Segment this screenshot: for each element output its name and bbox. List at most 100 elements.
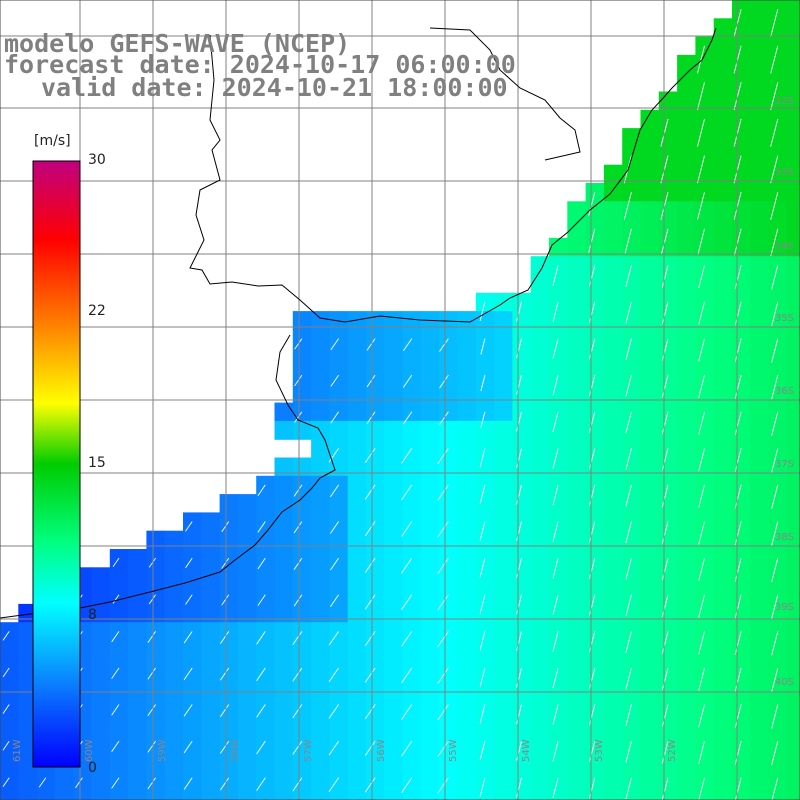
wind-arrow bbox=[294, 411, 303, 423]
lon-label: 57W bbox=[303, 739, 314, 762]
wind-speed-cell bbox=[402, 457, 422, 477]
wind-speed-cell bbox=[457, 786, 477, 800]
wind-speed-cell bbox=[402, 786, 422, 800]
wind-speed-cell bbox=[603, 219, 623, 239]
wind-speed-cell bbox=[329, 640, 349, 660]
wind-speed-cell bbox=[786, 457, 800, 477]
wind-speed-cell bbox=[402, 750, 422, 770]
wind-speed-cell bbox=[622, 201, 642, 221]
wind-speed-cell bbox=[439, 640, 459, 660]
wind-speed-cell bbox=[164, 750, 184, 770]
wind-arrow bbox=[219, 631, 230, 644]
wind-arrow bbox=[625, 338, 632, 361]
wind-speed-cell bbox=[713, 677, 733, 696]
wind-speed-cell bbox=[713, 292, 733, 312]
wind-speed-cell bbox=[475, 750, 495, 770]
wind-speed-cell bbox=[292, 786, 312, 800]
wind-speed-cell bbox=[128, 677, 147, 696]
wind-arrow bbox=[770, 82, 779, 111]
wind-speed-cell bbox=[475, 347, 495, 367]
wind-speed-cell bbox=[347, 329, 367, 349]
wind-speed-cell bbox=[384, 329, 404, 349]
wind-speed-cell bbox=[677, 494, 696, 513]
wind-arrow bbox=[364, 740, 376, 756]
wind-arrow bbox=[516, 484, 522, 505]
lon-label: 52W bbox=[667, 739, 678, 762]
wind-speed-cell bbox=[384, 585, 404, 605]
wind-speed-cell bbox=[677, 109, 696, 129]
wind-speed-cell bbox=[713, 91, 733, 111]
wind-speed-cell bbox=[347, 768, 367, 788]
wind-speed-cell bbox=[750, 256, 770, 276]
wind-speed-cell bbox=[750, 457, 770, 477]
wind-speed-cell bbox=[91, 567, 111, 587]
wind-arrow bbox=[733, 9, 742, 37]
wind-speed-cell bbox=[786, 311, 800, 330]
wind-speed-cell bbox=[475, 567, 495, 587]
wind-arrow bbox=[698, 521, 705, 545]
wind-speed-cell bbox=[750, 201, 770, 221]
wind-arrow bbox=[697, 118, 705, 147]
wind-speed-cell bbox=[384, 366, 404, 385]
wind-speed-cell bbox=[658, 786, 678, 800]
wind-speed-cell bbox=[420, 786, 440, 800]
wind-speed-cell bbox=[677, 475, 696, 495]
wind-speed-cell bbox=[329, 567, 349, 587]
wind-arrow bbox=[111, 667, 120, 679]
wind-speed-cell bbox=[640, 274, 660, 294]
lat-label: 35S bbox=[774, 313, 794, 324]
wind-arrow bbox=[147, 740, 156, 753]
wind-arrow bbox=[221, 557, 230, 569]
wind-speed-cell bbox=[658, 420, 678, 440]
wind-speed-cell bbox=[347, 475, 367, 495]
wind-speed-cell bbox=[530, 585, 550, 605]
wind-speed-cell bbox=[311, 512, 330, 532]
wind-speed-cell bbox=[786, 695, 800, 715]
wind-speed-cell bbox=[201, 768, 221, 788]
wind-speed-cell bbox=[567, 786, 587, 800]
wind-speed-cell bbox=[530, 603, 550, 623]
wind-speed-cell bbox=[585, 494, 605, 513]
wind-speed-cell bbox=[622, 457, 642, 477]
wind-speed-cell bbox=[274, 695, 294, 715]
wind-arrow bbox=[733, 118, 742, 147]
wind-speed-cell bbox=[567, 201, 587, 221]
wind-speed-cell bbox=[91, 750, 111, 770]
wind-speed-cell bbox=[274, 677, 294, 696]
wind-speed-cell bbox=[603, 530, 623, 550]
wind-speed-cell bbox=[640, 366, 660, 385]
wind-speed-cell bbox=[512, 311, 532, 330]
wind-arrow bbox=[734, 631, 742, 655]
wind-speed-cell bbox=[512, 677, 532, 696]
wind-speed-cell bbox=[677, 585, 696, 605]
lon-label: 58W bbox=[230, 739, 241, 762]
wind-speed-cell bbox=[457, 512, 477, 532]
wind-speed-cell bbox=[622, 274, 642, 294]
wind-speed-cell bbox=[567, 439, 587, 459]
wind-arrow bbox=[437, 448, 449, 465]
wind-speed-cell bbox=[183, 640, 202, 660]
wind-speed-cell bbox=[530, 622, 550, 642]
wind-speed-cell bbox=[786, 219, 800, 239]
wind-speed-cell bbox=[768, 274, 788, 294]
wind-speed-cell bbox=[292, 494, 312, 513]
wind-arrow bbox=[479, 448, 486, 468]
wind-speed-cell bbox=[311, 311, 330, 330]
wind-arrow bbox=[661, 740, 669, 764]
wind-speed-cell bbox=[603, 274, 623, 294]
wind-speed-cell bbox=[475, 677, 495, 696]
wind-speed-cell bbox=[201, 567, 221, 587]
wind-arrow bbox=[625, 448, 632, 470]
wind-arrow bbox=[111, 777, 120, 789]
wind-speed-cell bbox=[567, 585, 587, 605]
wind-speed-cell bbox=[311, 457, 330, 477]
wind-speed-cell bbox=[292, 366, 312, 385]
wind-speed-cell bbox=[549, 457, 568, 477]
wind-speed-cell bbox=[91, 713, 111, 733]
wind-speed-cell bbox=[475, 384, 495, 404]
wind-speed-cell bbox=[237, 640, 257, 660]
wind-speed-cell bbox=[750, 677, 770, 696]
wind-speed-cell bbox=[567, 402, 587, 422]
wind-arrow bbox=[770, 45, 779, 74]
wind-arrow bbox=[328, 631, 339, 646]
